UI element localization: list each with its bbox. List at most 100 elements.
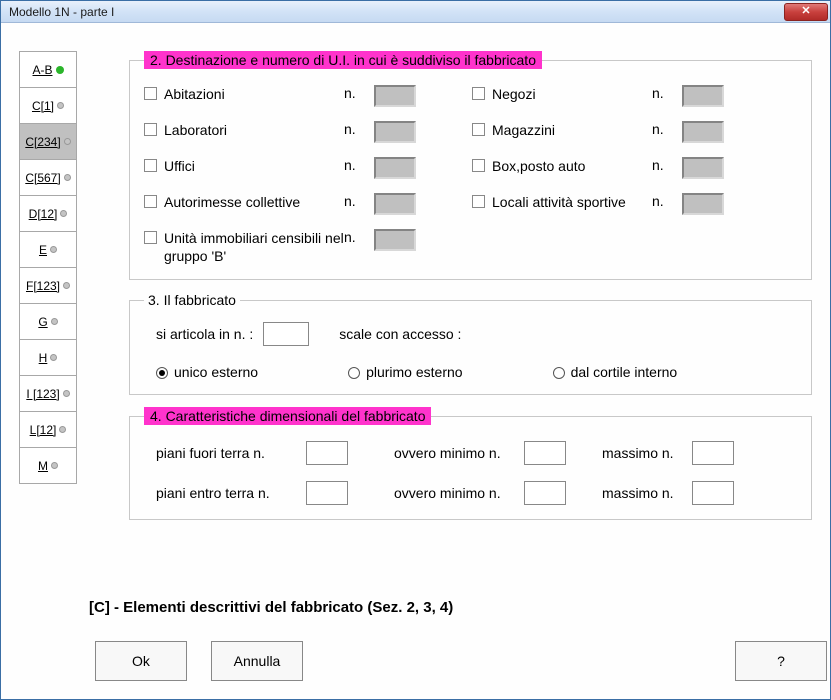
checkbox-1-left[interactable] (144, 123, 157, 136)
sidebar-item-label: I [123] (26, 387, 59, 401)
label-left-1: Laboratori (164, 121, 344, 139)
ok-button[interactable]: Ok (95, 641, 187, 681)
radio-label: dal cortile interno (571, 364, 678, 380)
footer-desc: [C] - Elementi descrittivi del fabbricat… (89, 599, 453, 616)
status-dot-icon (51, 318, 58, 325)
section-2: 2. Destinazione e numero di U.I. in cui … (129, 51, 812, 280)
label-right-2: Box,posto auto (492, 157, 652, 175)
numbox-right-2[interactable] (682, 157, 724, 179)
sidebar-item-label: M (38, 459, 48, 473)
sec4-input-min1[interactable] (524, 441, 566, 465)
status-dot-icon (57, 102, 64, 109)
sec3-input-scale[interactable] (263, 322, 309, 346)
cancel-button[interactable]: Annulla (211, 641, 303, 681)
checkbox-1-right[interactable] (472, 123, 485, 136)
checkbox-3-right[interactable] (472, 195, 485, 208)
radio-option-0[interactable]: unico esterno (156, 364, 258, 380)
n-label: n. (652, 157, 682, 173)
numbox-left-4[interactable] (374, 229, 416, 251)
sec3-label-b: scale con accesso : (339, 326, 461, 342)
sec4-r1-c: massimo n. (602, 445, 692, 461)
close-icon: ✕ (801, 5, 810, 17)
sidebar-item-label: F[123] (26, 279, 60, 293)
n-label: n. (344, 193, 374, 209)
radio-option-1[interactable]: plurimo esterno (348, 364, 463, 380)
sidebar-item-AB[interactable]: A-B (19, 51, 77, 88)
sidebar-item-label: H (39, 351, 48, 365)
section-3-radios: unico esterno plurimo esterno dal cortile … (156, 364, 797, 380)
section-3: 3. Il fabbricato si articola in n. : sca… (129, 292, 812, 395)
label-left-3: Autorimesse collettive (164, 193, 344, 211)
section-4: 4. Caratteristiche dimensionali del fabb… (129, 407, 812, 520)
radio-option-2[interactable]: dal cortile interno (553, 364, 678, 380)
window: Modello 1N - parte I ✕ A-BC[1] C[234] C[56… (0, 0, 831, 700)
sec4-r2-c: massimo n. (602, 485, 692, 501)
sidebar-item-H[interactable]: H (19, 339, 77, 376)
radio-icon (553, 367, 565, 379)
label-left-2: Uffici (164, 157, 344, 175)
titlebar: Modello 1N - parte I ✕ (1, 1, 830, 23)
numbox-right-1[interactable] (682, 121, 724, 143)
numbox-right-0[interactable] (682, 85, 724, 107)
numbox-left-1[interactable] (374, 121, 416, 143)
sidebar-item-M[interactable]: M (19, 447, 77, 484)
sec4-r2-a: piani entro terra n. (156, 485, 306, 501)
sidebar-item-G[interactable]: G (19, 303, 77, 340)
checkbox-2-right[interactable] (472, 159, 485, 172)
sidebar-item-label: L[12] (30, 423, 57, 437)
section-2-grid: Abitazionin.Negozin.Laboratorin.Magazzin… (144, 85, 797, 265)
checkbox-3-left[interactable] (144, 195, 157, 208)
checkbox-2-left[interactable] (144, 159, 157, 172)
checkbox-4-left[interactable] (144, 231, 157, 244)
sec4-input-entro[interactable] (306, 481, 348, 505)
sidebar-item-C234[interactable]: C[234] (19, 123, 77, 160)
sidebar-item-label: C[234] (25, 135, 60, 149)
label-right-1: Magazzini (492, 121, 652, 139)
n-label: n. (344, 85, 374, 101)
sec4-input-max1[interactable] (692, 441, 734, 465)
section-3-line1: si articola in n. : scale con accesso : (156, 322, 797, 346)
sec3-label-a: si articola in n. : (156, 326, 253, 342)
status-dot-icon (63, 390, 70, 397)
label-left-0: Abitazioni (164, 85, 344, 103)
label-right-3: Locali attività sportive (492, 193, 652, 211)
section-4-title: 4. Caratteristiche dimensionali del fabb… (144, 407, 431, 425)
status-dot-icon (59, 426, 66, 433)
checkbox-0-right[interactable] (472, 87, 485, 100)
status-dot-icon (64, 138, 71, 145)
status-dot-icon (50, 246, 57, 253)
sidebar-item-I123[interactable]: I [123] (19, 375, 77, 412)
radio-icon (348, 367, 360, 379)
checkbox-0-left[interactable] (144, 87, 157, 100)
content: A-BC[1] C[234] C[567] D[12]E F[123] GH I [123]… (1, 23, 830, 699)
sidebar-item-D12[interactable]: D[12] (19, 195, 77, 232)
n-label: n. (344, 229, 374, 245)
sidebar-item-label: C[567] (25, 171, 60, 185)
sidebar-item-F123[interactable]: F[123] (19, 267, 77, 304)
numbox-left-3[interactable] (374, 193, 416, 215)
radio-label: unico esterno (174, 364, 258, 380)
close-button[interactable]: ✕ (784, 3, 828, 21)
sec4-input-fuori[interactable] (306, 441, 348, 465)
numbox-right-3[interactable] (682, 193, 724, 215)
radio-icon (156, 367, 168, 379)
label-left-4: Unità immobiliari censibili nel gruppo '… (164, 229, 344, 265)
sec4-r2-b: ovvero minimo n. (394, 485, 524, 501)
button-row: Ok Annulla ? (95, 641, 303, 681)
sidebar-item-C1[interactable]: C[1] (19, 87, 77, 124)
main-panel: 2. Destinazione e numero di U.I. in cui … (81, 51, 812, 681)
n-label: n. (652, 121, 682, 137)
help-button[interactable]: ? (735, 641, 827, 681)
numbox-left-2[interactable] (374, 157, 416, 179)
label-right-0: Negozi (492, 85, 652, 103)
sidebar-item-E[interactable]: E (19, 231, 77, 268)
status-dot-icon (63, 282, 70, 289)
status-dot-icon (60, 210, 67, 217)
sidebar-item-L12[interactable]: L[12] (19, 411, 77, 448)
sec4-input-max2[interactable] (692, 481, 734, 505)
sidebar-item-C567[interactable]: C[567] (19, 159, 77, 196)
sec4-input-min2[interactable] (524, 481, 566, 505)
sec4-r1-b: ovvero minimo n. (394, 445, 524, 461)
numbox-left-0[interactable] (374, 85, 416, 107)
n-label: n. (652, 85, 682, 101)
